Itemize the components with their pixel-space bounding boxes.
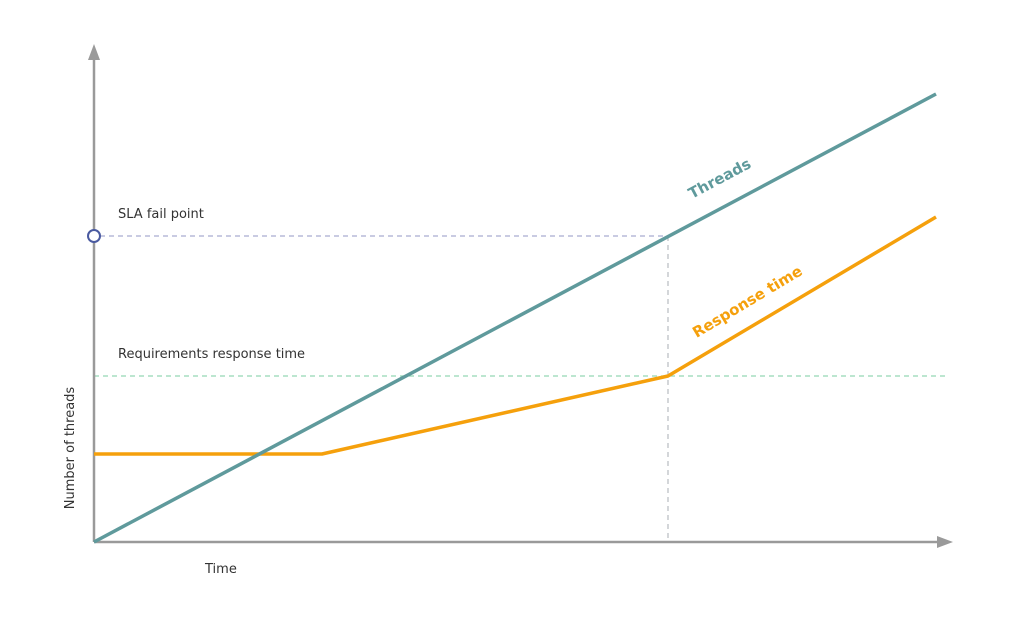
x-axis-arrow	[937, 536, 953, 548]
response-time-line	[94, 215, 937, 456]
x-axis-label: Time	[204, 562, 237, 577]
requirement-label: Requirements response time	[118, 347, 305, 362]
y-axis-arrow	[88, 44, 100, 60]
sla-label: SLA fail point	[118, 207, 204, 222]
sla-point	[87, 229, 101, 243]
y-axis-label: Number of threads	[63, 387, 78, 510]
threads-line	[93, 92, 937, 544]
